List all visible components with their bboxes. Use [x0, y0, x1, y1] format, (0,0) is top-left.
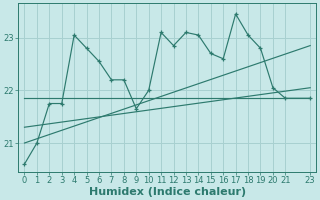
- X-axis label: Humidex (Indice chaleur): Humidex (Indice chaleur): [89, 187, 246, 197]
